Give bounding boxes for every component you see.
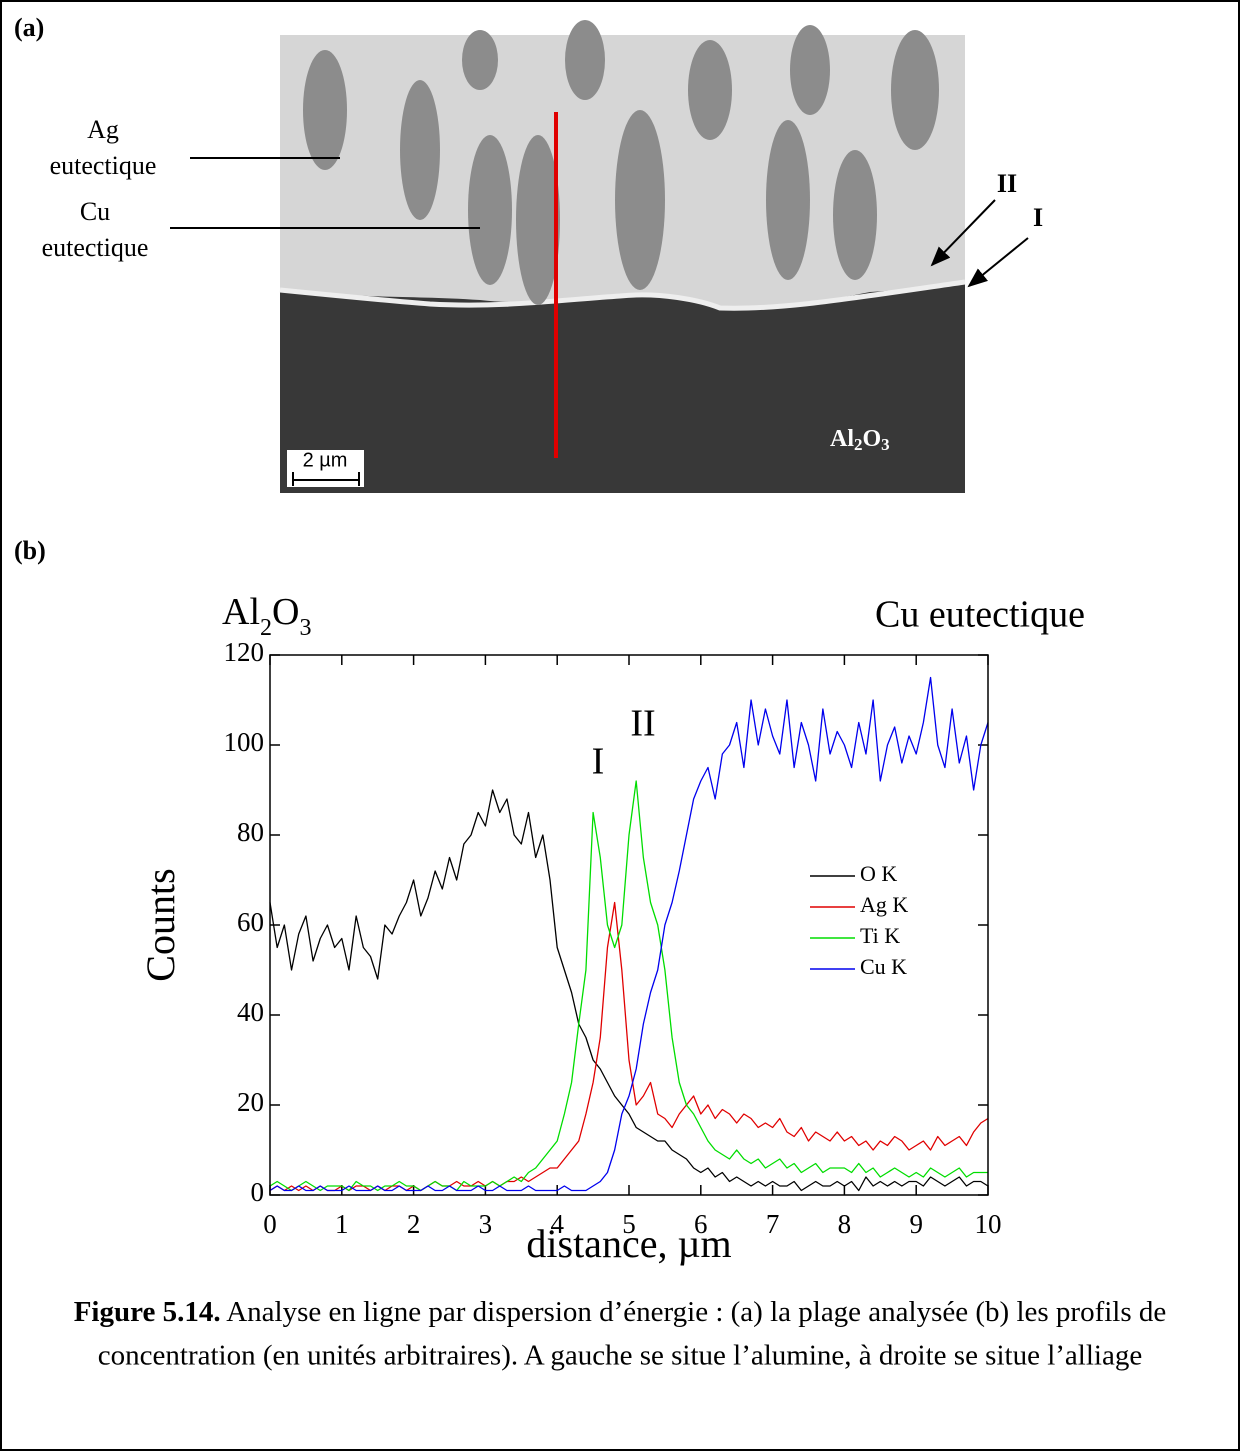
series-line	[269, 789, 989, 1192]
annotation-part: 3	[299, 615, 311, 641]
y-tick-label: 40	[237, 997, 264, 1027]
panel-label: (b)	[14, 536, 46, 565]
x-tick-label: 4	[550, 1209, 564, 1239]
legend-label: Ag K	[860, 892, 908, 917]
panel-label: (a)	[14, 13, 44, 42]
scale-bar	[292, 472, 360, 486]
arrow	[930, 199, 996, 267]
y-tick-label: 120	[224, 637, 265, 667]
annotation-part: O	[272, 591, 299, 633]
x-tick-label: 6	[694, 1209, 708, 1239]
legend-label: O K	[860, 861, 897, 886]
x-tick-label: 0	[263, 1209, 277, 1239]
legend-label: Ti K	[860, 923, 900, 948]
plot-frame	[269, 654, 989, 1196]
layer-label: I	[1033, 203, 1043, 232]
annotation-part: Al	[222, 591, 260, 633]
ag-label: eutectique	[50, 151, 157, 180]
series-line	[269, 676, 989, 1192]
y-tick-label: 60	[237, 907, 264, 937]
x-tick-label: 7	[766, 1209, 780, 1239]
y-tick-label: 100	[224, 727, 265, 757]
x-tick-label: 1	[335, 1209, 349, 1239]
x-tick-label: 8	[838, 1209, 852, 1239]
y-tick-label: 80	[237, 817, 264, 847]
annotation: II	[630, 703, 655, 745]
cu-columns	[303, 20, 939, 305]
substrate-label: Al2O3	[830, 426, 890, 454]
ag-label: Ag	[87, 115, 119, 144]
annotation: Cu eutectique	[875, 594, 1085, 636]
caption: concentration (en unités arbitraires). A…	[98, 1340, 1142, 1372]
caption: Figure 5.14. Analyse en ligne par disper…	[74, 1296, 1167, 1328]
cu-label: eutectique	[42, 233, 149, 262]
x-tick-label: 2	[407, 1209, 421, 1239]
micrograph: 2 µm Al2O3	[279, 20, 966, 493]
cu-label: Cu	[80, 197, 110, 226]
annotation-part: 2	[260, 615, 272, 641]
x-tick-label: 9	[909, 1209, 923, 1239]
scale-label: 2 µm	[303, 449, 348, 471]
interface	[279, 279, 966, 311]
x-tick-label: 10	[975, 1209, 1002, 1239]
annotation: I	[592, 741, 605, 783]
layer-label: II	[997, 169, 1017, 198]
y-tick-label: 20	[237, 1087, 264, 1117]
annotation: Al2O3	[222, 591, 311, 641]
arrow	[967, 237, 1029, 288]
x-tick-label: 3	[479, 1209, 493, 1239]
series-line	[269, 780, 988, 1192]
series-line	[269, 901, 989, 1192]
y-tick-label: 0	[251, 1177, 265, 1207]
x-tick-label: 5	[622, 1209, 636, 1239]
legend-label: Cu K	[860, 954, 907, 979]
x-axis-title: distance, µm	[526, 1221, 731, 1266]
y-axis-title: Counts	[138, 868, 183, 981]
